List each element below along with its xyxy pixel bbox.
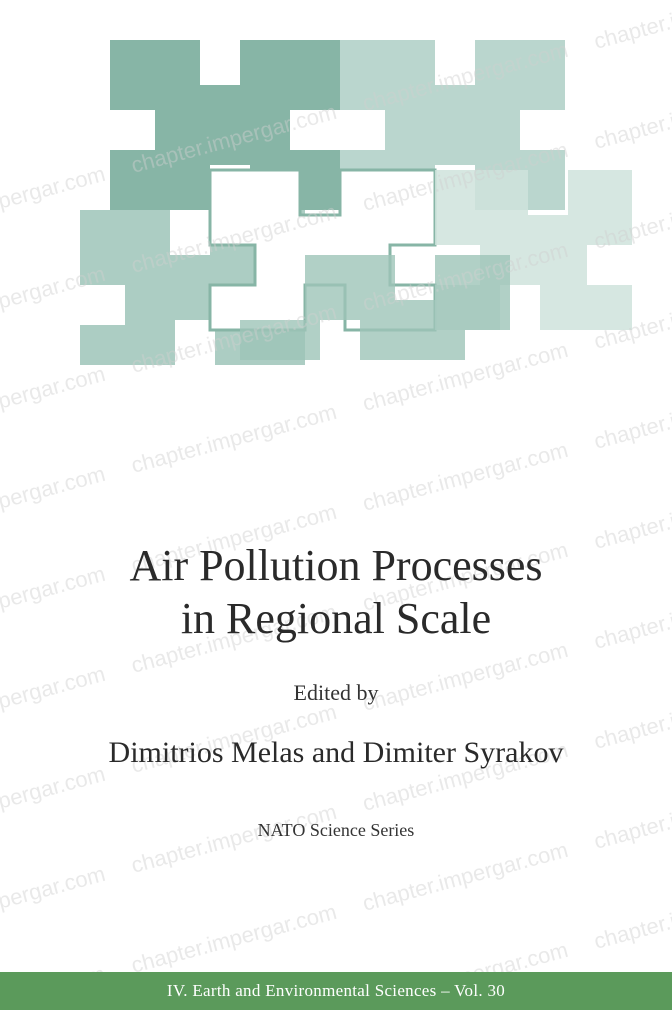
puzzle-graphic [40, 30, 632, 370]
title-line-2: in Regional Scale [181, 594, 491, 643]
cover-text-block: Air Pollution Processes in Regional Scal… [0, 540, 672, 841]
series-label: NATO Science Series [0, 820, 672, 841]
watermark-text: chapter.impergar.com [128, 399, 339, 479]
series-bottom-bar: IV. Earth and Environmental Sciences – V… [0, 972, 672, 1010]
watermark-text: chapter.impergar.com [0, 861, 108, 941]
book-title: Air Pollution Processes in Regional Scal… [0, 540, 672, 646]
watermark-text: chapter.impergar.com [591, 875, 672, 955]
watermark-text: chapter.impergar.com [128, 899, 339, 979]
watermark-text: chapter.impergar.com [0, 361, 108, 441]
edited-by-label: Edited by [0, 680, 672, 706]
editors: Dimitrios Melas and Dimiter Syrakov [0, 736, 672, 770]
watermark-text: chapter.impergar.com [0, 461, 108, 541]
watermark-text: chapter.impergar.com [360, 437, 571, 517]
watermark-text: chapter.impergar.com [360, 837, 571, 917]
watermark-text: chapter.impergar.com [591, 375, 672, 455]
title-line-1: Air Pollution Processes [129, 541, 542, 590]
puzzle-svg [40, 30, 632, 370]
series-volume: IV. Earth and Environmental Sciences – V… [167, 981, 505, 1001]
